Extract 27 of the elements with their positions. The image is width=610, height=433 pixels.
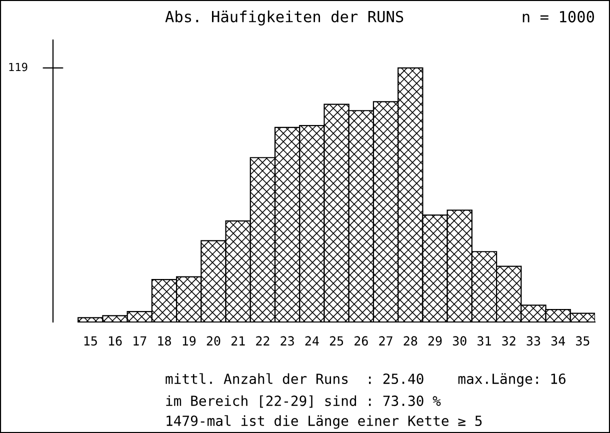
x-tick-label: 33 xyxy=(526,336,540,346)
x-tick-label: 16 xyxy=(109,336,122,346)
text: 119 xyxy=(9,62,28,72)
chart-subtitle: n = 1000 xyxy=(522,10,594,22)
x-tick-label: 31 xyxy=(478,336,491,346)
x-tick-label: 20 xyxy=(206,336,220,346)
x-tick-label: 30 xyxy=(452,336,466,346)
x-tick-label: 27 xyxy=(379,336,392,346)
x-tick-label: 15 xyxy=(84,336,97,346)
x-tick-label: 23 xyxy=(280,336,294,346)
x-tick-label: 28 xyxy=(404,336,418,346)
x-tick-label: 22 xyxy=(256,336,270,346)
x-tick-label: 24 xyxy=(305,336,319,346)
x-tick-label: 19 xyxy=(182,336,196,346)
x-tick-label: 17 xyxy=(134,336,146,346)
x-tick-label: 26 xyxy=(354,336,368,346)
text: 1479-mal ist die Länge einer Kette ≥ 5 xyxy=(166,415,482,429)
x-tick-label: 29 xyxy=(428,336,442,346)
x-tick-label: 32 xyxy=(502,336,516,346)
x-tick-label: 21 xyxy=(232,336,245,346)
x-tick-label: 35 xyxy=(576,336,590,346)
chart-title: Abs. Häufigkeiten der RUNS xyxy=(165,10,404,26)
x-tick-label: 25 xyxy=(330,336,344,346)
text: im Bereich [22-29] sind : 73.30 % xyxy=(166,395,441,408)
x-tick-label: 18 xyxy=(158,336,171,346)
x-tick-label: 34 xyxy=(551,336,566,346)
text: mittl. Anzahl der Runs : 25.40 max.Länge: 16 xyxy=(166,373,566,387)
